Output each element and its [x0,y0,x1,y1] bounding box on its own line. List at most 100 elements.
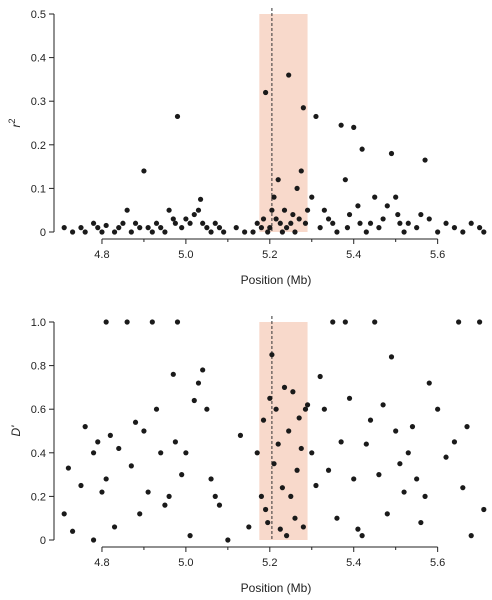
data-point [288,220,294,226]
data-point [435,406,441,412]
data-point [321,207,327,213]
data-point [397,220,403,226]
data-point [179,225,185,231]
panel-top-r-squared: 0 0.1 0.2 0.3 0.4 0.5 4.8 5.0 5.2 5.4 5.6 Position … [7,8,487,287]
data-point [263,506,269,513]
data-point [290,211,296,218]
data-point [265,519,271,526]
data-point [166,207,172,213]
data-point [141,168,147,174]
data-point [380,402,386,408]
data-point [145,489,151,495]
data-point [225,537,231,543]
data-point [344,225,351,231]
data-point [309,194,315,200]
data-point [296,216,302,222]
data-point [435,229,441,235]
data-point [351,124,357,130]
data-point [141,428,147,434]
x-tick-label: 4.8 [94,557,109,569]
data-point [294,467,300,473]
data-point [468,220,474,226]
data-point [376,472,382,478]
data-point [346,211,353,218]
data-point [271,461,277,467]
data-point [204,406,210,412]
data-point [128,463,134,469]
data-point [233,225,239,231]
data-point [216,225,223,231]
data-point [393,194,399,200]
data-point [414,476,420,482]
data-point [283,533,290,539]
data-point [401,489,407,495]
data-point [116,225,122,231]
data-point [149,229,155,235]
data-point [153,406,160,412]
panel-bottom-d-prime: 0 0.2 0.4 0.6 0.8 1.0 4.8 5.0 5.2 5.4 5.6 Position … [9,316,487,595]
data-point [477,319,483,325]
data-point [279,485,285,491]
data-point [334,515,340,521]
data-point [221,229,227,235]
data-point [124,207,130,213]
data-point [355,526,361,532]
data-point [321,406,327,412]
data-point [359,146,365,152]
data-point [162,229,168,235]
data-point [132,419,139,425]
data-point [277,220,283,226]
data-point [367,417,374,423]
data-point [313,113,319,120]
data-point [258,225,265,231]
x-axis-title: Position (Mb) [241,581,312,595]
data-point [200,367,206,373]
data-point [388,354,395,360]
data-point [405,450,411,456]
data-point [172,439,178,445]
data-point [481,229,487,235]
y-tick-label: 1.0 [31,317,46,329]
data-point [172,220,178,226]
data-point [90,537,97,543]
data-point [111,524,118,530]
data-point [174,319,181,325]
data-point [334,229,340,235]
data-point [292,515,298,521]
highlight-region [259,14,308,232]
data-point [254,450,260,456]
data-point [346,395,353,401]
data-point [443,220,449,226]
data-point [418,519,424,526]
data-point [183,450,189,456]
data-point [456,319,462,325]
y-tick-label: 0.5 [31,9,46,21]
data-point [363,229,369,235]
data-point [153,220,160,226]
data-point [61,511,67,517]
data-point [330,319,336,325]
data-point [451,225,458,231]
data-point [208,229,214,235]
data-point [359,533,365,539]
data-point [286,72,292,78]
data-point [338,439,344,445]
data-point [279,229,285,235]
data-point [376,225,382,231]
data-point [273,406,279,412]
data-point [298,168,304,174]
data-point [82,424,88,430]
data-point [260,216,267,222]
data-point [116,445,122,452]
data-point [372,319,378,325]
highlight-region [259,322,308,540]
data-point [99,489,105,495]
data-point [260,417,267,423]
data-point [128,229,134,235]
data-point [145,225,151,231]
data-point [300,524,306,530]
data-point [367,220,374,226]
data-point [401,229,407,235]
data-point [338,122,344,128]
